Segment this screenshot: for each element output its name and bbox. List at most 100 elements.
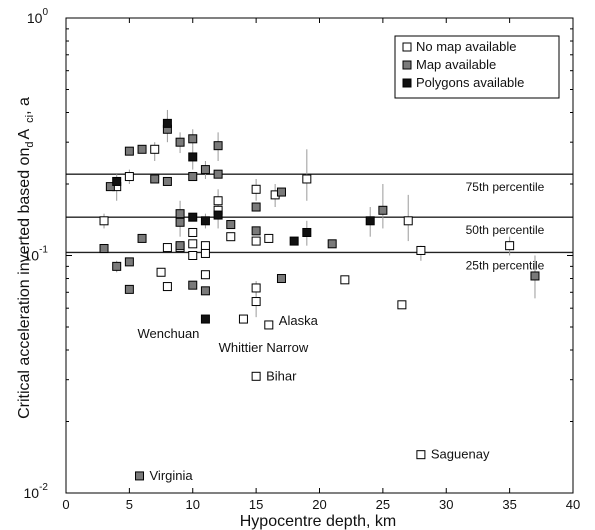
data-point [124, 284, 134, 294]
data-point [251, 202, 261, 212]
y-axis-label: Critical acceleration inverted based ond… [16, 97, 36, 419]
legend-label-polygons: Polygons available [416, 75, 524, 90]
legend-marker-no-map [402, 42, 412, 52]
data-point [251, 371, 261, 381]
data-point [302, 227, 312, 237]
data-point [403, 216, 413, 226]
x-tick-label: 40 [566, 497, 580, 512]
data-point [340, 275, 350, 285]
data-point [251, 283, 261, 293]
data-point [99, 244, 109, 254]
x-tick-label: 25 [376, 497, 390, 512]
legend-label-no-map: No map available [416, 39, 516, 54]
x-tick-label: 30 [439, 497, 453, 512]
y-tick-label: 10-1 [24, 245, 49, 264]
point-annotation: Saguenay [431, 447, 490, 462]
point-annotations: Wenchuan Whittier Narrow Alaska Bihar Saguen… [138, 313, 490, 483]
legend-marker-map [402, 60, 412, 70]
data-point [162, 118, 172, 128]
point-annotation: Wenchuan [138, 326, 200, 341]
data-point [150, 174, 160, 184]
percentile-lines: 75th percentile 50th percentile 25th perce… [66, 173, 573, 272]
data-point [251, 184, 261, 194]
data-point [276, 274, 286, 284]
data-point [530, 271, 540, 281]
x-tick-label: 20 [312, 497, 326, 512]
data-point [188, 212, 198, 222]
y-axis-label-a: A [16, 129, 33, 140]
data-point [289, 236, 299, 246]
x-tick-label: 0 [62, 497, 69, 512]
data-point [397, 300, 407, 310]
y-axis-label-sub-i: i [24, 115, 36, 117]
data-point [112, 176, 122, 186]
data-point [135, 471, 145, 481]
legend-marker-polygons [402, 78, 412, 88]
data-point [505, 241, 515, 251]
data-point [327, 239, 337, 249]
data-point [200, 165, 210, 175]
percentile-label: 50th percentile [466, 223, 545, 237]
x-tick-label: 35 [502, 497, 516, 512]
data-point [137, 144, 147, 154]
data-point [188, 152, 198, 162]
point-annotation: Alaska [279, 313, 319, 328]
y-tick-label: 10-2 [24, 482, 49, 501]
legend-box [394, 35, 560, 99]
legend-label-map: Map available [416, 57, 496, 72]
data-point [124, 172, 134, 182]
data-point [416, 245, 426, 255]
x-axis-label: Hypocentre depth, km [240, 513, 397, 530]
y-axis-label-main: Critical acceleration inverted based on [16, 148, 33, 419]
data-point [175, 137, 185, 147]
data-point [175, 217, 185, 227]
data-point [200, 270, 210, 280]
legend: No map available Map available Polygons … [394, 35, 560, 99]
data-point [251, 226, 261, 236]
y-axis-label-tail: , a [16, 97, 33, 115]
data-point [188, 227, 198, 237]
data-point [213, 141, 223, 151]
data-point [188, 239, 198, 249]
data-point [175, 209, 185, 219]
x-tick-label: 10 [186, 497, 200, 512]
data-point [226, 220, 236, 230]
percentile-label: 25th percentile [466, 258, 545, 272]
data-point [213, 196, 223, 206]
data-point [162, 243, 172, 253]
point-annotation: Virginia [150, 468, 194, 483]
data-point [264, 320, 274, 330]
y-axis-ticks: 10-2 10-1 100 [24, 7, 573, 501]
data-point [188, 134, 198, 144]
data-point [175, 241, 185, 251]
data-point [150, 144, 160, 154]
data-points [99, 118, 540, 481]
data-point [200, 241, 210, 251]
data-point [226, 232, 236, 242]
y-axis-label-sub-d: d [24, 142, 36, 148]
data-point [200, 216, 210, 226]
point-annotation: Whittier Narrow [219, 340, 309, 355]
point-annotation: Bihar [266, 368, 297, 383]
data-point [378, 205, 388, 215]
data-point [156, 267, 166, 277]
data-point [188, 280, 198, 290]
data-point [302, 174, 312, 184]
data-point [124, 146, 134, 156]
x-axis-ticks: 0 5 10 15 20 25 30 35 40 [62, 18, 580, 512]
data-point [264, 233, 274, 243]
data-point [124, 257, 134, 267]
data-point [416, 450, 426, 460]
svg-text:Critical acceleration inverted: Critical acceleration inverted based ond… [16, 97, 36, 419]
data-point [162, 282, 172, 292]
y-tick-label: 100 [27, 7, 49, 26]
data-point [251, 297, 261, 307]
data-point [276, 187, 286, 197]
data-point [188, 251, 198, 260]
x-tick-label: 5 [126, 497, 133, 512]
data-point [213, 169, 223, 179]
data-point [200, 314, 210, 324]
data-point [188, 172, 198, 182]
data-point [213, 210, 223, 220]
